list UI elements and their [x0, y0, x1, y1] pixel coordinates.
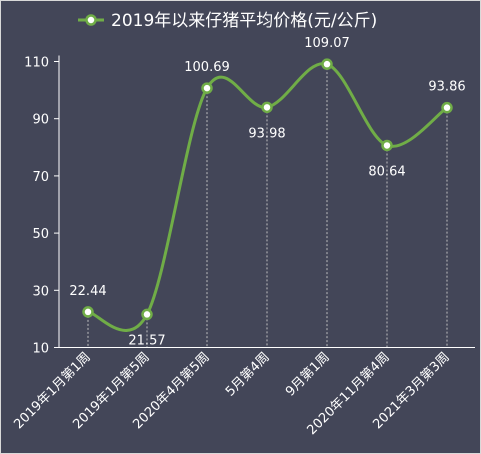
data-label-6: 93.86 — [428, 80, 465, 95]
data-label-5: 80.64 — [368, 164, 405, 179]
legend-marker-swatch — [85, 14, 97, 26]
data-labels: 22.44 21.57 100.69 93.98 109.07 80.64 93.86 — [69, 36, 465, 348]
data-point-5 — [381, 139, 393, 152]
legend: 2019年以来仔猪平均价格(元/公斤) — [78, 11, 377, 31]
data-point-3 — [261, 101, 273, 114]
y-tick-label-3: 70 — [32, 170, 49, 185]
data-point-0 — [82, 306, 94, 318]
data-label-4: 109.07 — [304, 36, 350, 51]
x-tick-label-3: 5月第4周 — [223, 350, 273, 400]
y-axis: 10 30 50 70 90 110 — [24, 55, 60, 357]
data-point-4 — [321, 58, 333, 70]
x-tick-label-4: 9月第1周 — [283, 350, 333, 400]
y-tick-label-4: 90 — [32, 113, 49, 128]
y-tick-label-2: 50 — [32, 227, 49, 242]
data-label-3: 93.98 — [248, 126, 285, 141]
y-tick-label-5: 110 — [24, 56, 49, 71]
data-point-1 — [141, 308, 153, 321]
data-label-1: 21.57 — [128, 333, 165, 348]
data-label-2: 100.69 — [184, 60, 230, 75]
data-point-6 — [441, 101, 453, 114]
y-tick-label-0: 10 — [32, 342, 49, 357]
y-tick-label-1: 30 — [32, 284, 49, 299]
data-label-0: 22.44 — [69, 284, 106, 299]
data-point-2 — [201, 82, 213, 94]
series-markers — [82, 58, 453, 321]
legend-label: 2019年以来仔猪平均价格(元/公斤) — [111, 11, 377, 31]
